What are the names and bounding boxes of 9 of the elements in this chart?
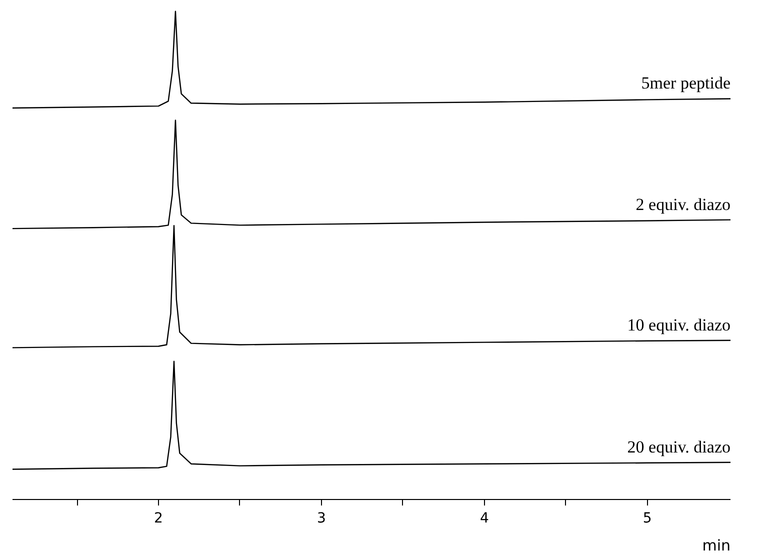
series-label: 20 equiv. diazo <box>627 437 731 456</box>
series-label: 5mer peptide <box>641 74 730 93</box>
x-axis-title: min <box>702 536 731 554</box>
series-label: 10 equiv. diazo <box>627 315 731 334</box>
x-tick-label: 5 <box>642 510 652 526</box>
x-tick-label: 2 <box>154 510 163 526</box>
series-label: 2 equiv. diazo <box>636 194 731 214</box>
x-tick-label: 3 <box>317 510 326 526</box>
x-tick-label: 4 <box>480 510 489 526</box>
